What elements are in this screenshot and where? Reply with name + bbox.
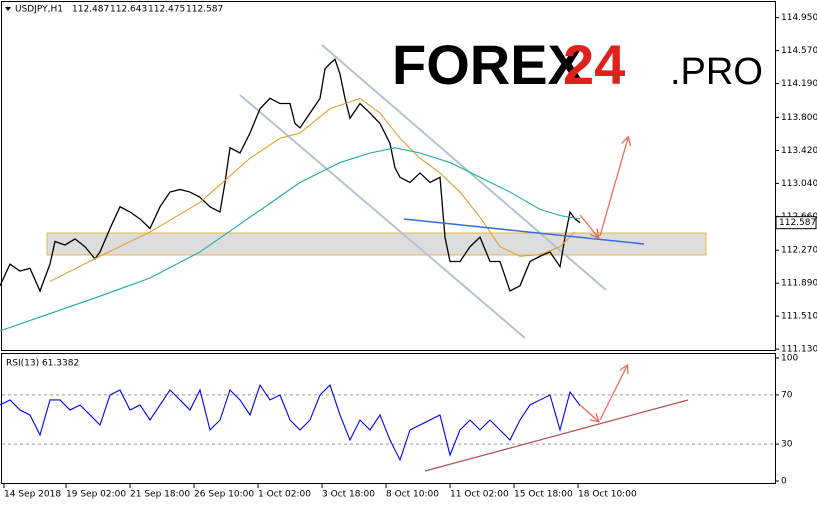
price-label-box bbox=[775, 216, 817, 230]
series-line bbox=[0, 147, 581, 332]
y-tick-label: 114.570 bbox=[781, 46, 817, 56]
y-tick-label: 111.510 bbox=[781, 312, 817, 322]
y-tick-label: 114.190 bbox=[781, 79, 817, 89]
symbol: USDJPY,H1 bbox=[15, 5, 63, 15]
y-tick-label: 114.950 bbox=[781, 13, 817, 23]
ohlc-value: 112.587 bbox=[186, 5, 223, 15]
y-tick-label: 112.270 bbox=[781, 246, 817, 256]
rsi-trend-line bbox=[424, 399, 689, 472]
series-line bbox=[0, 383, 581, 462]
channel-line bbox=[321, 44, 607, 291]
y-tick-label: 70 bbox=[781, 390, 793, 400]
arrow bbox=[579, 214, 598, 237]
y-tick-label: 30 bbox=[781, 440, 793, 450]
rsi-panel bbox=[1, 353, 776, 484]
x-tick-label: 18 Oct 10:00 bbox=[578, 490, 637, 500]
x-tick-label: 14 Sep 2018 bbox=[4, 490, 61, 500]
y-tick-label: 0 bbox=[781, 477, 787, 487]
x-tick-label: 15 Oct 18:00 bbox=[514, 490, 573, 500]
y-tick-label: 111.890 bbox=[781, 279, 817, 289]
data-layer: 114.950 114.570 114.190 113.800 113.420 113.0… bbox=[0, 13, 817, 500]
y-tick-label: 100 bbox=[781, 354, 798, 364]
ohlc-value: 112.487 bbox=[72, 5, 109, 15]
logo-suffix: .PRO bbox=[670, 51, 763, 93]
trend-line bbox=[403, 218, 645, 245]
y-tick-label: 113.420 bbox=[781, 146, 817, 156]
ohlc-value: 112.643 bbox=[110, 5, 147, 15]
y-tick-label: 113.040 bbox=[781, 179, 817, 189]
y-tick-label: 111.130 bbox=[781, 345, 817, 355]
menu-icon bbox=[5, 7, 11, 11]
support-zone bbox=[46, 232, 707, 256]
x-tick-label: 19 Sep 02:00 bbox=[66, 490, 126, 500]
rsi-title: RSI(13) 61.3382 bbox=[6, 359, 79, 369]
series-line bbox=[49, 97, 576, 282]
arrow bbox=[599, 138, 628, 237]
header: USDJPY,H1 112.487 112.643 112.475 112.58… bbox=[5, 5, 223, 15]
arrow bbox=[579, 404, 598, 421]
series-line bbox=[0, 58, 581, 293]
logo-number: 24 bbox=[563, 33, 625, 96]
x-tick-label: 11 Oct 02:00 bbox=[450, 490, 509, 500]
y-tick-label: 113.800 bbox=[781, 113, 817, 123]
x-tick-label: 8 Oct 10:00 bbox=[386, 490, 439, 500]
x-tick-label: 3 Oct 18:00 bbox=[322, 490, 375, 500]
x-tick-label: 21 Sep 18:00 bbox=[130, 490, 190, 500]
ohlc-value: 112.475 bbox=[148, 5, 185, 15]
arrow bbox=[599, 366, 627, 421]
logo-main: FOREX bbox=[392, 33, 585, 96]
x-tick-label: 26 Sep 10:00 bbox=[194, 490, 254, 500]
x-tick-label: 1 Oct 02:00 bbox=[258, 490, 311, 500]
channel-line bbox=[239, 94, 526, 339]
price-label: 112.587 bbox=[779, 218, 816, 228]
price-panel bbox=[1, 1, 776, 351]
